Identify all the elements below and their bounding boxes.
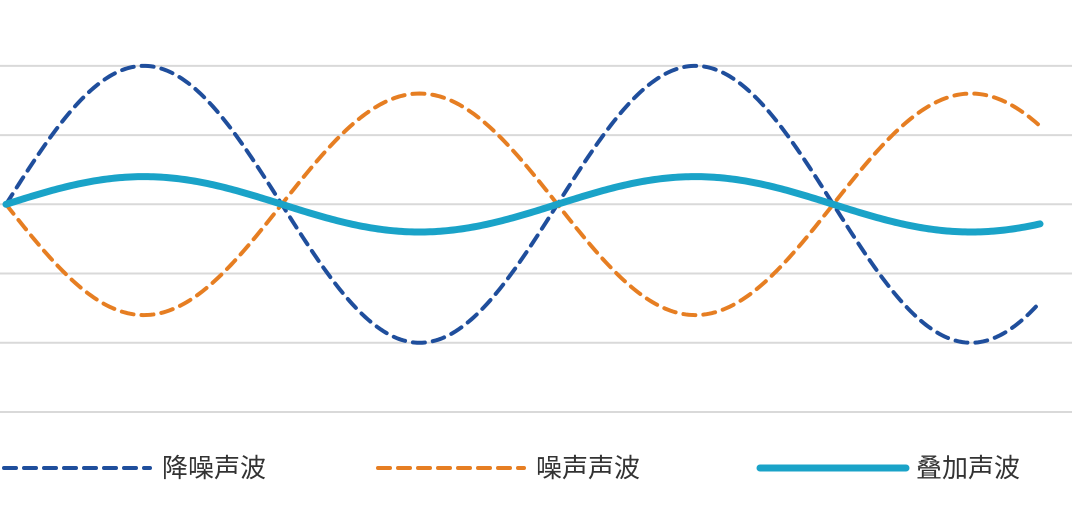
noise-wave-line xyxy=(4,91,1042,318)
legend-label-superposed-wave: 叠加声波 xyxy=(916,454,1020,484)
noise-cancel-wave-line xyxy=(4,63,1042,345)
legend: 降噪声波 噪声声波 叠加声波 xyxy=(2,454,1020,484)
grid xyxy=(0,64,1072,413)
series-lines xyxy=(2,63,1044,345)
superposed-wave-line xyxy=(2,173,1044,236)
legend-label-noise-cancel-wave: 降噪声波 xyxy=(162,454,266,484)
legend-label-noise-wave: 噪声声波 xyxy=(536,454,640,484)
